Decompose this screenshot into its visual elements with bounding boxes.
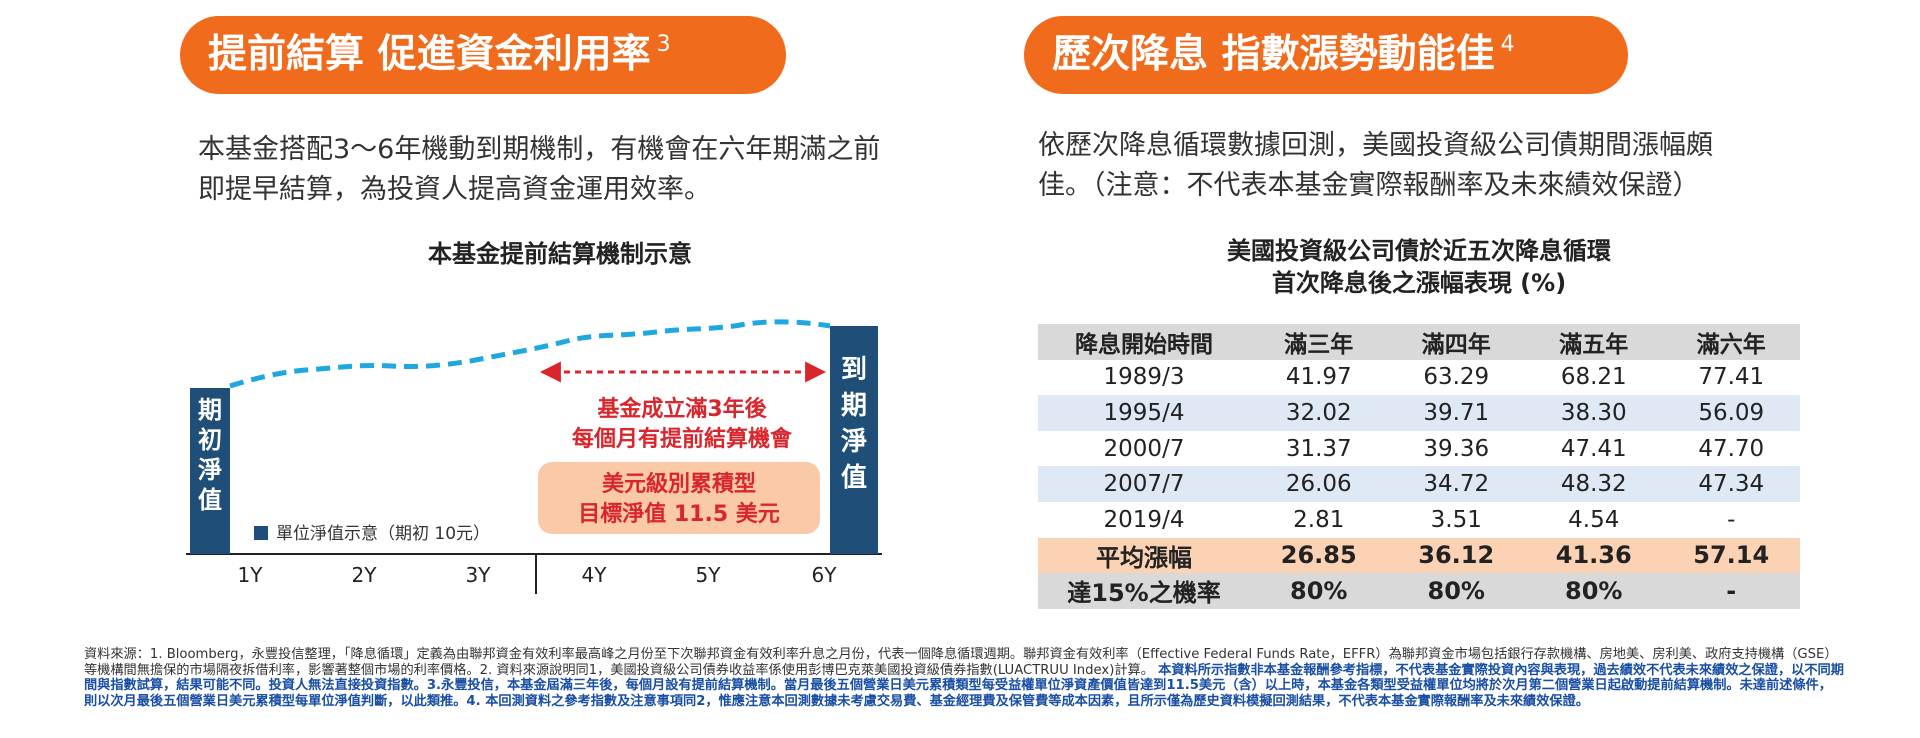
left-heading-pill: 提前結算 促進資金利用率 3 (180, 16, 786, 94)
table-cell: - (1662, 573, 1800, 609)
header-cell: 滿五年 (1525, 324, 1663, 360)
table-title-line: 美國投資級公司債於近五次降息循環 (1227, 237, 1611, 265)
table-cell: 2007/7 (1038, 466, 1250, 502)
table-cell: 56.09 (1662, 395, 1800, 431)
table-cell: 41.36 (1525, 537, 1663, 574)
target-box-line: 美元級別累積型 (602, 471, 756, 497)
right-paragraph-line: 依歷次降息循環數據回測，美國投資級公司債期間漲幅頗 (1038, 130, 1713, 161)
table-cell: 63.29 (1423, 364, 1490, 391)
legend-text: 單位淨值示意（期初 10元） (276, 524, 490, 544)
start-label-char: 值 (198, 486, 222, 514)
footnote-source: 資料來源：1. Bloomberg，永豐投信整理，「降息循環」定義為由聯邦資金有… (84, 647, 1838, 678)
year-label: 1Y (238, 563, 264, 587)
table-cell: 39.36 (1423, 435, 1490, 462)
table-cell: 68.21 (1560, 364, 1627, 391)
start-label-char: 期 (198, 396, 222, 424)
footnote: 資料來源：1. Bloomberg，永豐投信整理，「降息循環」定義為由聯邦資金有… (84, 647, 1844, 709)
table-cell: 80% (1250, 573, 1388, 609)
end-label-char: 到 (841, 355, 867, 385)
target-nav-box (538, 462, 820, 534)
table-row: 1989/3 41.97 63.29 68.21 77.41 (1038, 360, 1800, 396)
end-label-char: 值 (841, 463, 867, 493)
right-paragraph-line: 佳。（注意：不代表本基金實際報酬率及未來績效保證） (1038, 170, 1700, 201)
right-heading-pill: 歷次降息 指數漲勢動能佳 4 (1024, 16, 1628, 94)
table-cell: 26.85 (1250, 537, 1388, 574)
end-nav-bar (830, 326, 878, 554)
left-paragraph: 本基金搭配3～6年機動到期機制，有機會在六年期滿之前 即提早結算，為投資人提高資… (198, 130, 880, 210)
table-cell: 48.32 (1525, 466, 1663, 502)
early-settlement-diagram: 期 初 淨 值 到 期 淨 值 基金成立滿3年後 每個月有提前結算機會 美元級別… (186, 319, 882, 594)
legend-swatch (254, 526, 268, 540)
average-row: 平均漲幅 26.85 36.12 41.36 57.14 (1038, 537, 1800, 574)
footnote-disclaimer: 本資料所示指數非本基金報酬參考指標，不代表基金實際投資內容與表現，過去績效不代表… (84, 662, 1844, 709)
year-label: 5Y (696, 563, 722, 587)
target-box-line: 目標淨值 11.5 美元 (578, 501, 780, 527)
table-cell: 80% (1387, 573, 1525, 609)
table-cell: 39.71 (1387, 395, 1525, 431)
header-cell: 滿三年 (1250, 324, 1388, 360)
table-cell: 4.54 (1568, 506, 1620, 533)
nav-dashed-line (229, 319, 831, 389)
start-label-char: 初 (198, 426, 222, 454)
arrow-text-line: 每個月有提前結算機會 (572, 426, 793, 452)
table-cell: 31.37 (1285, 435, 1352, 462)
table-cell: 34.72 (1387, 466, 1525, 502)
table-cell: 達15%之機率 (1038, 573, 1250, 609)
table-title: 美國投資級公司債於近五次降息循環 首次降息後之漲幅表現 (%) (1038, 235, 1800, 299)
table-header-row: 降息開始時間 滿三年 滿四年 滿五年 滿六年 (1038, 324, 1800, 360)
table-row: 2000/7 31.37 39.36 47.41 47.70 (1038, 431, 1800, 467)
arrow-text-line: 基金成立滿3年後 (597, 396, 767, 422)
table-row: 1995/4 32.02 39.71 38.30 56.09 (1038, 395, 1800, 431)
year-label: 2Y (352, 563, 378, 587)
end-label-char: 淨 (841, 427, 867, 457)
table-cell: 38.30 (1525, 395, 1663, 431)
table-cell: - (1727, 506, 1736, 533)
header-cell: 滿四年 (1387, 324, 1525, 360)
table-cell: 47.41 (1560, 435, 1627, 462)
table-cell: 26.06 (1250, 466, 1388, 502)
left-heading-note: 3 (656, 32, 671, 57)
left-paragraph-line: 本基金搭配3～6年機動到期機制，有機會在六年期滿之前 (198, 134, 881, 165)
table-cell: 1989/3 (1103, 364, 1185, 391)
right-heading: 歷次降息 指數漲勢動能佳 (1052, 32, 1495, 77)
end-nav-label: 到 期 淨 值 (841, 355, 867, 493)
table-cell: 3.51 (1430, 506, 1482, 533)
start-nav-label: 期 初 淨 值 (198, 396, 222, 514)
rate-cut-performance-table: 降息開始時間 滿三年 滿四年 滿五年 滿六年 1989/3 41.97 63.2… (1038, 324, 1800, 609)
table-cell: 平均漲幅 (1038, 537, 1250, 574)
year-label: 4Y (582, 563, 608, 587)
table-row: 2019/4 2.81 3.51 4.54 - (1038, 502, 1800, 538)
table-title-line: 首次降息後之漲幅表現 (%) (1271, 269, 1567, 297)
table-cell: 1995/4 (1038, 395, 1250, 431)
year-label: 3Y (466, 563, 492, 587)
table-cell: 77.41 (1698, 364, 1765, 391)
table-cell: 80% (1525, 573, 1663, 609)
table-cell: 47.34 (1662, 466, 1800, 502)
start-nav-bar (190, 388, 230, 554)
probability-row: 達15%之機率 80% 80% 80% - (1038, 573, 1800, 609)
table-cell: 2019/4 (1103, 506, 1185, 533)
chart-title: 本基金提前結算機制示意 (380, 234, 740, 269)
table-cell: 47.70 (1698, 435, 1765, 462)
year-label: 6Y (812, 563, 838, 587)
start-label-char: 淨 (198, 456, 222, 484)
header-cell: 滿六年 (1662, 324, 1800, 360)
left-heading: 提前結算 促進資金利用率 (208, 32, 651, 77)
right-heading-note: 4 (1500, 32, 1515, 57)
right-paragraph: 依歷次降息循環數據回測，美國投資級公司債期間漲幅頗 佳。（注意：不代表本基金實際… (1038, 126, 1713, 206)
chart-title-text: 本基金提前結算機制示意 (428, 240, 692, 268)
table-cell: 32.02 (1250, 395, 1388, 431)
table-row: 2007/7 26.06 34.72 48.32 47.34 (1038, 466, 1800, 502)
left-paragraph-line: 即提早結算，為投資人提高資金運用效率。 (198, 174, 711, 205)
table-cell: 36.12 (1387, 537, 1525, 574)
table-cell: 41.97 (1285, 364, 1352, 391)
table-cell: 57.14 (1662, 537, 1800, 574)
table-cell: 2.81 (1293, 506, 1345, 533)
header-cell: 降息開始時間 (1038, 324, 1250, 360)
table-cell: 2000/7 (1103, 435, 1185, 462)
end-label-char: 期 (841, 391, 867, 421)
